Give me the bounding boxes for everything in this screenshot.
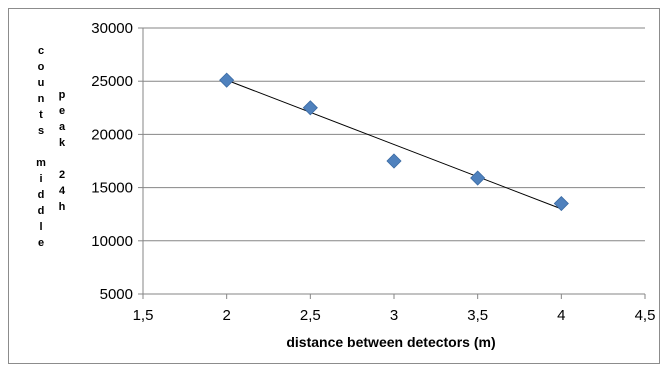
y-axis-label-letter: o <box>38 61 45 73</box>
y-axis-label-letter: 4 <box>59 185 66 197</box>
y-axis-label-letter: a <box>59 121 66 133</box>
x-tick-label: 2,5 <box>300 307 321 324</box>
chart-frame <box>8 8 660 364</box>
axes <box>138 27 646 299</box>
gridlines <box>143 27 645 242</box>
y-tick-label: 5000 <box>100 286 133 303</box>
trendline-layer <box>226 79 562 210</box>
y-axis-label-letter: u <box>38 77 45 89</box>
y-axis-label-letter: d <box>38 189 45 201</box>
x-tick-label: 1,5 <box>133 307 154 324</box>
y-axis-label-letter: p <box>59 89 66 101</box>
x-axis-label: distance between detectors (m) <box>286 334 495 350</box>
y-tick-label: 30000 <box>91 20 133 37</box>
y-axis-label-letter: s <box>38 125 44 137</box>
y-axis-label-letter: n <box>38 93 45 105</box>
y-tick-label: 25000 <box>91 73 133 90</box>
data-point <box>219 72 235 88</box>
y-tick-labels: 5000 10000 15000 20000 25000 30000 <box>91 20 133 303</box>
y-axis-label-letter: e <box>38 237 44 249</box>
data-points <box>219 72 569 212</box>
data-point <box>553 195 569 212</box>
y-axis-label-letter: d <box>38 205 45 217</box>
y-axis-label-letter: t <box>39 109 43 121</box>
x-tick-label: 2 <box>222 307 230 324</box>
x-tick-label: 4,5 <box>635 307 656 324</box>
y-tick-label: 10000 <box>91 233 133 250</box>
x-tick-labels: 1,5 2 2,5 3 3,5 4 4,5 <box>133 307 656 324</box>
y-axis-label-letter: h <box>59 201 66 213</box>
x-tick-label: 4 <box>557 307 565 324</box>
y-axis-label-letter: m <box>36 157 46 169</box>
y-axis-label-letter: c <box>38 45 44 57</box>
data-point <box>302 100 318 116</box>
x-tick-label: 3,5 <box>467 307 488 324</box>
y-axis-label-letter: k <box>59 137 66 149</box>
y-tick-label: 20000 <box>91 126 133 143</box>
y-tick-label: 15000 <box>91 180 133 197</box>
y-axis-label-letter: e <box>59 105 65 117</box>
trendline <box>226 79 562 210</box>
x-tick-label: 3 <box>390 307 398 324</box>
y-axis-label-letter: 2 <box>59 169 65 181</box>
y-axis-label-letter: l <box>39 221 42 233</box>
data-point <box>386 153 402 169</box>
y-axis-label-letter: i <box>39 173 42 185</box>
data-point <box>470 170 486 186</box>
